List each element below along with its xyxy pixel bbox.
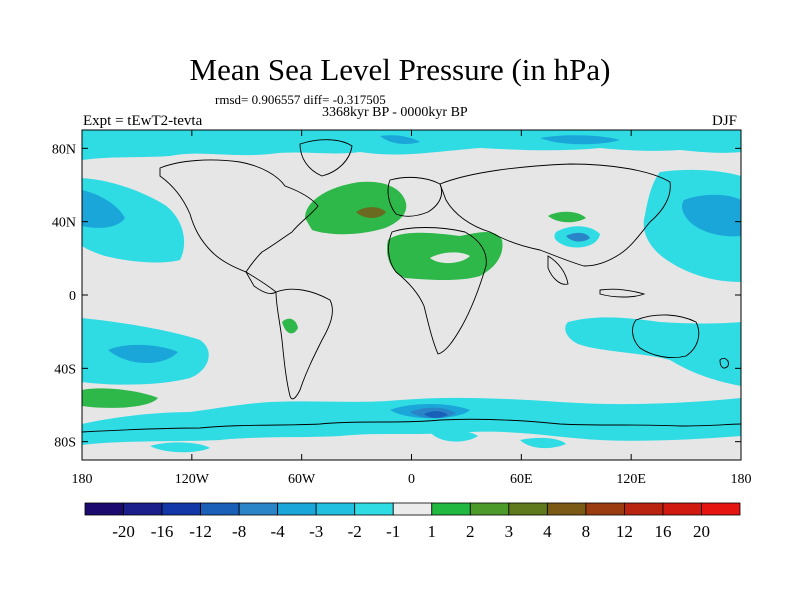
antarctic-negative-patch: [150, 442, 210, 453]
y-tick-label: 40N: [52, 216, 76, 231]
colorbar-label: -12: [189, 522, 212, 541]
colorbar-label: -3: [309, 522, 323, 541]
y-tick-label: 0: [69, 289, 76, 304]
north-pacific-negative-core: [82, 190, 125, 228]
map-field: [82, 130, 741, 460]
period-subtitle: 3368kyr BP - 0000kyr BP: [322, 105, 468, 120]
colorbar-label: -16: [151, 522, 174, 541]
y-tick-label: 80S: [54, 436, 76, 451]
x-tick-label: 0: [408, 472, 415, 487]
colorbar-label: -1: [386, 522, 400, 541]
arctic-negative-anomaly-strong: [540, 135, 620, 145]
north-atlantic-positive-core: [356, 207, 386, 218]
sahara-neutral-gap: [430, 252, 470, 264]
southern-ocean-negative-peak: [424, 411, 448, 418]
colorbar-box: [200, 502, 240, 516]
x-axis: 180 120W 60W 0 60E 120E 180: [72, 130, 752, 487]
antarctica-coast: [82, 418, 741, 433]
antarctic-neutral-patch: [82, 431, 741, 460]
indonesia-coast: [599, 288, 646, 298]
colorbar-label: 8: [582, 522, 591, 541]
colorbar-label: -4: [271, 522, 286, 541]
south-pacific-positive-anomaly: [82, 388, 158, 408]
colorbar-label: 12: [616, 522, 633, 541]
central-asia-positive-anomaly: [548, 211, 586, 223]
colorbar-label: -8: [232, 522, 246, 541]
south-america-positive-anomaly: [282, 318, 298, 334]
colorbar-box: [392, 502, 433, 516]
colorbar-box: [662, 502, 702, 516]
new-zealand-coast: [719, 357, 729, 369]
europe-coast: [387, 176, 443, 217]
colorbar-label: -20: [112, 522, 135, 541]
antarctic-negative-patch: [520, 437, 566, 449]
colorbar-box: [546, 502, 587, 516]
colorbar-label: 2: [466, 522, 475, 541]
indian-ocean-negative-anomaly: [565, 317, 741, 386]
north-america-coast: [159, 159, 319, 273]
south-america-coast: [275, 288, 333, 400]
colorbar-box: [84, 502, 124, 516]
y-axis: 80N 40N 0 40S 80S: [52, 142, 741, 451]
colorbar-label: 4: [543, 522, 552, 541]
coastlines: [82, 139, 741, 433]
north-pacific-negative-anomaly: [82, 178, 185, 263]
northwest-pacific-negative-core: [682, 194, 741, 237]
x-tick-label: 180: [72, 472, 93, 487]
y-tick-label: 80N: [52, 142, 76, 157]
colorbar-box: [701, 502, 741, 516]
colorbar-box: [315, 502, 356, 516]
colorbar-label: 20: [693, 522, 710, 541]
x-tick-label: 180: [731, 472, 752, 487]
colorbar-label: -2: [348, 522, 362, 541]
colorbar-box: [354, 502, 394, 516]
asia-coast: [439, 163, 671, 267]
colorbar-box: [161, 502, 201, 516]
x-tick-label: 60E: [510, 472, 533, 487]
colorbar-box: [469, 502, 510, 516]
colorbar-labels: -20 -16 -12 -8 -4 -3 -2 -1 1 2 3 4 8 12 16 20: [112, 522, 710, 541]
australia-coast: [632, 314, 700, 359]
colorbar-box: [277, 502, 317, 516]
colorbar-label: 3: [505, 522, 514, 541]
colorbar-box: [624, 502, 664, 516]
season-label: DJF: [712, 113, 738, 129]
north-atlantic-positive-anomaly: [305, 181, 407, 235]
colorbar-box: [123, 502, 163, 516]
colorbar-label: 1: [428, 522, 437, 541]
chart-title: Mean Sea Level Pressure (in hPa): [189, 52, 611, 87]
y-tick-label: 40S: [54, 362, 76, 377]
antarctic-negative-patch: [430, 429, 478, 442]
india-coast: [547, 255, 569, 285]
x-tick-label: 120E: [616, 472, 646, 487]
stats-subtitle: rmsd= 0.906557 diff= -0.317505: [215, 92, 386, 107]
africa-coast: [388, 227, 487, 355]
arctic-negative-anomaly-strong: [380, 135, 420, 144]
colorbar-box: [238, 502, 279, 516]
south-pacific-negative-core: [108, 344, 178, 363]
tibet-negative-core: [566, 232, 590, 242]
colorbar-label: 16: [654, 522, 671, 541]
x-tick-label: 60W: [288, 472, 316, 487]
experiment-label: Expt = tEwT2-tevta: [83, 113, 203, 129]
colorbar-box: [431, 502, 471, 516]
colorbar-box: [585, 502, 625, 516]
x-tick-label: 120W: [175, 472, 210, 487]
colorbar-box: [508, 502, 548, 516]
greenland-coast: [299, 139, 353, 177]
colorbar-boxes: [84, 502, 741, 516]
